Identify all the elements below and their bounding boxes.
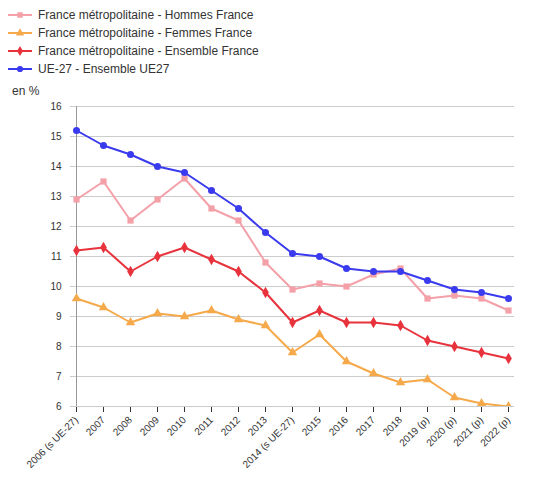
svg-text:16: 16 [50, 101, 62, 112]
svg-text:2013: 2013 [246, 414, 270, 438]
svg-text:2007: 2007 [84, 414, 108, 438]
svg-text:2021 (p): 2021 (p) [451, 414, 486, 449]
svg-text:2019 (p): 2019 (p) [397, 414, 432, 449]
html-text:en %: en % [12, 84, 40, 98]
html-text:France métropolitaine - Hommes: France métropolitaine - Hommes France [38, 8, 254, 22]
html-text:France métropolitaine - Femmes: France métropolitaine - Femmes France [38, 26, 253, 40]
svg-text:2020 (p): 2020 (p) [424, 414, 459, 449]
svg-text:13: 13 [50, 191, 62, 202]
svg-text:11: 11 [51, 251, 62, 262]
svg-text:2010: 2010 [165, 414, 189, 438]
svg-text:2015: 2015 [300, 414, 324, 438]
svg-text:15: 15 [50, 131, 62, 142]
svg-text:7: 7 [56, 371, 62, 382]
svg-text:2012: 2012 [219, 414, 243, 438]
svg-text:2022 (p): 2022 (p) [478, 414, 512, 448]
svg-text:2006 (s UE-27): 2006 (s UE-27) [24, 414, 80, 468]
svg-text:12: 12 [50, 221, 62, 232]
svg-text:2016: 2016 [327, 414, 351, 438]
svg-text:2009: 2009 [138, 414, 162, 438]
svg-text:2017: 2017 [354, 414, 378, 438]
html-text:France métropolitaine - Ensemb: France métropolitaine - Ensemble France [38, 44, 259, 58]
html-text:UE-27 - Ensemble UE27: UE-27 - Ensemble UE27 [38, 62, 170, 76]
svg-text:10: 10 [50, 281, 62, 292]
svg-text:8: 8 [56, 341, 62, 352]
svg-text:6: 6 [56, 401, 62, 412]
svg-text:2008: 2008 [111, 414, 135, 438]
svg-text:2014 (s UE-27): 2014 (s UE-27) [240, 414, 296, 468]
svg-text:14: 14 [50, 161, 62, 172]
svg-text:2011: 2011 [192, 414, 215, 437]
svg-text:2018: 2018 [381, 414, 405, 438]
svg-text:9: 9 [56, 311, 62, 322]
